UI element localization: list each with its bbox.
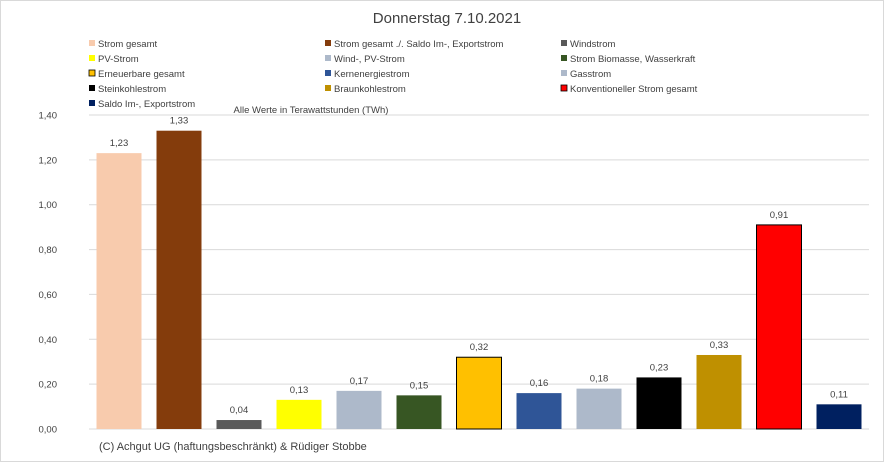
y-tick-label: 0,20	[39, 380, 58, 391]
legend-swatch	[89, 85, 95, 91]
legend-swatch	[561, 40, 567, 46]
legend-swatch	[89, 40, 95, 46]
legend-swatch	[325, 85, 331, 91]
credit-text: (C) Achgut UG (haftungsbeschränkt) & Rüd…	[99, 441, 367, 453]
bar	[696, 354, 742, 429]
legend-entry: Braunkohlestrom	[334, 84, 406, 95]
legend-entry: Erneuerbare gesamt	[98, 69, 185, 80]
legend-entry: Konventioneller Strom gesamt	[570, 84, 698, 95]
data-label: 1,33	[170, 116, 189, 127]
legend-swatch	[89, 100, 95, 106]
data-label: 0,13	[290, 385, 309, 396]
bar	[756, 224, 802, 430]
data-label: 0,11	[830, 389, 848, 400]
bar	[516, 393, 562, 429]
data-label: 0,17	[350, 376, 369, 387]
data-label: 0,15	[410, 380, 429, 391]
legend-swatch	[325, 55, 331, 61]
legend-entry: Saldo Im-, Exportstrom	[98, 99, 195, 110]
legend-entry: Kernenergiestrom	[334, 69, 410, 80]
bar	[396, 395, 442, 429]
bar	[276, 399, 322, 429]
data-label: 0,04	[230, 405, 249, 416]
data-label: 0,23	[650, 362, 669, 373]
legend-swatch	[561, 70, 567, 76]
bar	[156, 130, 202, 429]
y-tick-label: 1,00	[39, 200, 58, 211]
legend-swatch	[325, 40, 331, 46]
gridlines	[89, 114, 869, 430]
legend-swatch	[89, 55, 95, 61]
y-tick-label: 1,40	[39, 111, 58, 122]
chart-title: Donnerstag 7.10.2021	[373, 10, 521, 27]
bar	[816, 404, 862, 429]
data-label: 0,18	[590, 374, 609, 385]
y-tick-label: 0,00	[39, 425, 58, 436]
legend-entry: Strom gesamt ./. Saldo Im-, Exportstrom	[334, 39, 504, 50]
legend: Strom gesamt Strom gesamt ./. Saldo Im-, …	[88, 39, 698, 110]
data-labels: 1,23 1,33 0,04 0,13 0,17 0,15 0,32 0,16 0,18 0,23…	[110, 116, 848, 416]
y-tick-label: 0,40	[39, 335, 58, 346]
bar	[636, 377, 682, 429]
bar	[96, 153, 142, 429]
legend-swatch	[325, 70, 331, 76]
bar	[336, 390, 382, 429]
legend-entry: PV-Strom	[98, 54, 139, 65]
unit-note: Alle Werte in Terawattstunden (TWh)	[234, 105, 389, 116]
legend-entry: Windstrom	[570, 39, 615, 50]
y-axis-ticks: 0,00 0,20 0,40 0,60 0,80 1,00 1,20 1,40	[39, 111, 58, 436]
y-tick-label: 0,60	[39, 290, 58, 301]
y-tick-label: 1,20	[39, 155, 58, 166]
data-label: 1,23	[110, 138, 129, 149]
bar	[576, 388, 622, 429]
data-label: 0,33	[710, 340, 729, 351]
legend-entry: Steinkohlestrom	[98, 84, 166, 95]
legend-swatch	[560, 84, 568, 92]
y-tick-label: 0,80	[39, 245, 58, 256]
bars	[96, 130, 862, 430]
legend-entry: Strom Biomasse, Wasserkraft	[570, 54, 696, 65]
legend-entry: Wind-, PV-Strom	[334, 54, 405, 65]
data-label: 0,91	[770, 210, 789, 221]
data-label: 0,16	[530, 378, 549, 389]
legend-entry: Strom gesamt	[98, 39, 157, 50]
legend-entry: Gasstrom	[570, 69, 611, 80]
legend-swatch	[561, 55, 567, 61]
bar	[216, 420, 262, 429]
legend-swatch	[88, 69, 96, 77]
bar	[456, 356, 502, 430]
data-label: 0,32	[470, 342, 489, 353]
